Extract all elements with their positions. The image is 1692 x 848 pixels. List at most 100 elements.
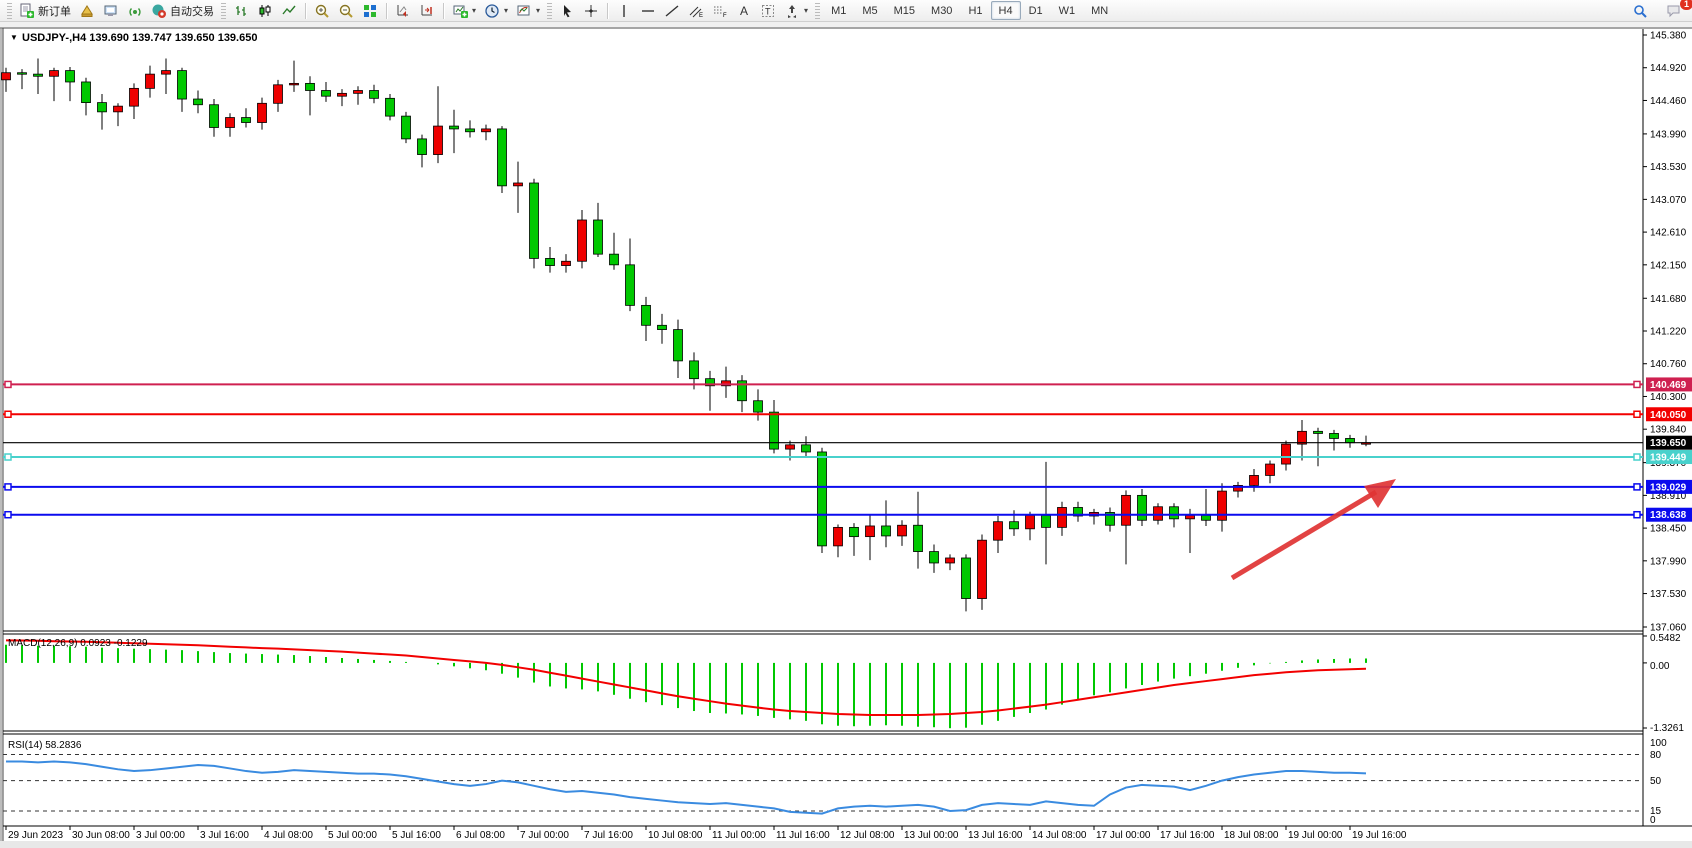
candle-down (321, 90, 331, 97)
line-chart-icon (281, 3, 297, 19)
candle-down (177, 70, 187, 100)
price-line-140.469[interactable]: 140.469 (3, 377, 1692, 392)
svg-text:139.650: 139.650 (1650, 438, 1687, 449)
tile-windows-button[interactable] (358, 1, 382, 20)
line-handle[interactable] (1633, 510, 1641, 519)
chart-title: ▼ USDJPY-,H4 139.690 139.747 139.650 139.… (10, 32, 257, 44)
candlestick-icon (257, 3, 273, 19)
timeframe-m30-button[interactable]: M30 (931, 4, 953, 17)
bar-chart-button[interactable] (229, 1, 253, 20)
fibonacci-button[interactable]: F (708, 1, 732, 20)
arrow-annotation[interactable] (1230, 479, 1396, 581)
candle-down (913, 524, 923, 552)
candle-down (753, 400, 763, 413)
timeframe-mn-button[interactable]: MN (1091, 4, 1109, 17)
crosshair-button[interactable] (579, 1, 603, 20)
signal-button[interactable] (123, 1, 147, 20)
price-tick-label: 138.910 (1650, 491, 1687, 502)
history-button[interactable] (75, 1, 99, 20)
new-order-icon (19, 3, 35, 19)
candle-down (529, 182, 539, 259)
candle-down (401, 115, 411, 140)
label-icon: T (760, 3, 776, 19)
timeframe-m5-button[interactable]: M5 (862, 4, 878, 17)
candle-down (609, 253, 619, 266)
line-handle[interactable] (4, 380, 12, 389)
price-line-139.650[interactable]: 139.650 (3, 435, 1692, 450)
candle-up (225, 117, 235, 128)
candle-up (337, 92, 347, 97)
timeframe-w1-button[interactable]: W1 (1058, 4, 1076, 17)
timeframe-h1-button[interactable]: H1 (968, 4, 983, 17)
chart-shift-button[interactable] (415, 1, 439, 20)
search-icon (1632, 3, 1648, 19)
terminal-button[interactable] (99, 1, 123, 20)
search-button[interactable] (1628, 2, 1652, 21)
zoom-out-icon (338, 3, 354, 19)
time-tick-label: 30 Jun 08:00 (72, 830, 130, 841)
zoom-in-button[interactable] (310, 1, 334, 20)
candle-down (593, 219, 603, 255)
candle-down (1329, 433, 1339, 439)
line-handle[interactable] (1633, 380, 1641, 389)
label-button[interactable]: T (756, 1, 780, 20)
price-line-axis-label (1646, 479, 1692, 494)
line-chart-button[interactable] (277, 1, 301, 20)
new-order-button[interactable]: 新订单 (15, 1, 75, 20)
auto-scroll-button[interactable] (391, 1, 415, 20)
time-tick-label: 7 Jul 00:00 (520, 830, 569, 841)
candle-up (481, 128, 491, 133)
arrows-icon (784, 3, 800, 19)
line-handle[interactable] (4, 453, 12, 461)
fibonacci-icon: F (712, 3, 728, 19)
candle-down (1169, 506, 1179, 520)
timeframe-d1-button[interactable]: D1 (1028, 4, 1043, 17)
trendline-button[interactable] (660, 1, 684, 20)
text-button[interactable]: A (732, 1, 756, 20)
price-line-139.449[interactable]: 139.449 (3, 450, 1692, 465)
svg-text:138.638: 138.638 (1650, 510, 1687, 521)
autotrade-label: 自动交易 (170, 5, 214, 18)
horizontal-line-icon (640, 3, 656, 19)
indicators-button[interactable]: ▾ (512, 1, 544, 20)
candle-down (1105, 512, 1115, 526)
line-handle[interactable] (4, 410, 12, 418)
line-handle[interactable] (1633, 483, 1641, 491)
terminal-icon (103, 3, 119, 19)
candle-down (1201, 514, 1211, 521)
candle-up (785, 444, 795, 450)
cursor-button[interactable] (555, 1, 579, 20)
price-line-138.638[interactable]: 138.638 (3, 507, 1692, 522)
crosshair-icon (583, 3, 599, 19)
candle-up (513, 182, 523, 187)
price-line-140.050[interactable]: 140.050 (3, 407, 1692, 422)
price-tick-label: 142.150 (1650, 260, 1687, 271)
channel-button[interactable]: E (684, 1, 708, 20)
candle-down (769, 411, 779, 450)
vertical-line-button[interactable] (612, 1, 636, 20)
timeframe-m15-button[interactable]: M15 (893, 4, 916, 17)
price-tick-label: 145.380 (1650, 31, 1687, 42)
chat-button[interactable]: 1 (1662, 0, 1692, 21)
line-handle[interactable] (1633, 410, 1641, 418)
price-tick-label: 144.920 (1650, 63, 1687, 74)
chart-canvas[interactable]: 145.380 144.920 144.460 143.990 143.530 143.0… (0, 22, 1692, 848)
period-button[interactable]: ▾ (480, 1, 512, 20)
price-tick-label: 143.070 (1650, 195, 1687, 206)
line-handle[interactable] (4, 510, 12, 519)
candle-down (1073, 507, 1083, 517)
trendline-icon (664, 3, 680, 19)
horizontal-line-button[interactable] (636, 1, 660, 20)
autotrade-button[interactable]: 自动交易 (147, 1, 218, 20)
candle-down (497, 128, 507, 187)
timeframe-h4-button[interactable]: H4 (990, 1, 1021, 20)
line-handle[interactable] (1633, 453, 1641, 461)
time-tick-label: 19 Jul 16:00 (1352, 830, 1407, 841)
candlestick-button[interactable] (253, 1, 277, 20)
zoom-out-button[interactable] (334, 1, 358, 20)
new-chart-button[interactable]: ▾ (448, 1, 480, 20)
arrows-button[interactable]: ▾ (780, 1, 812, 20)
line-handle[interactable] (4, 483, 12, 491)
timeframe-m1-button[interactable]: M1 (831, 4, 847, 17)
